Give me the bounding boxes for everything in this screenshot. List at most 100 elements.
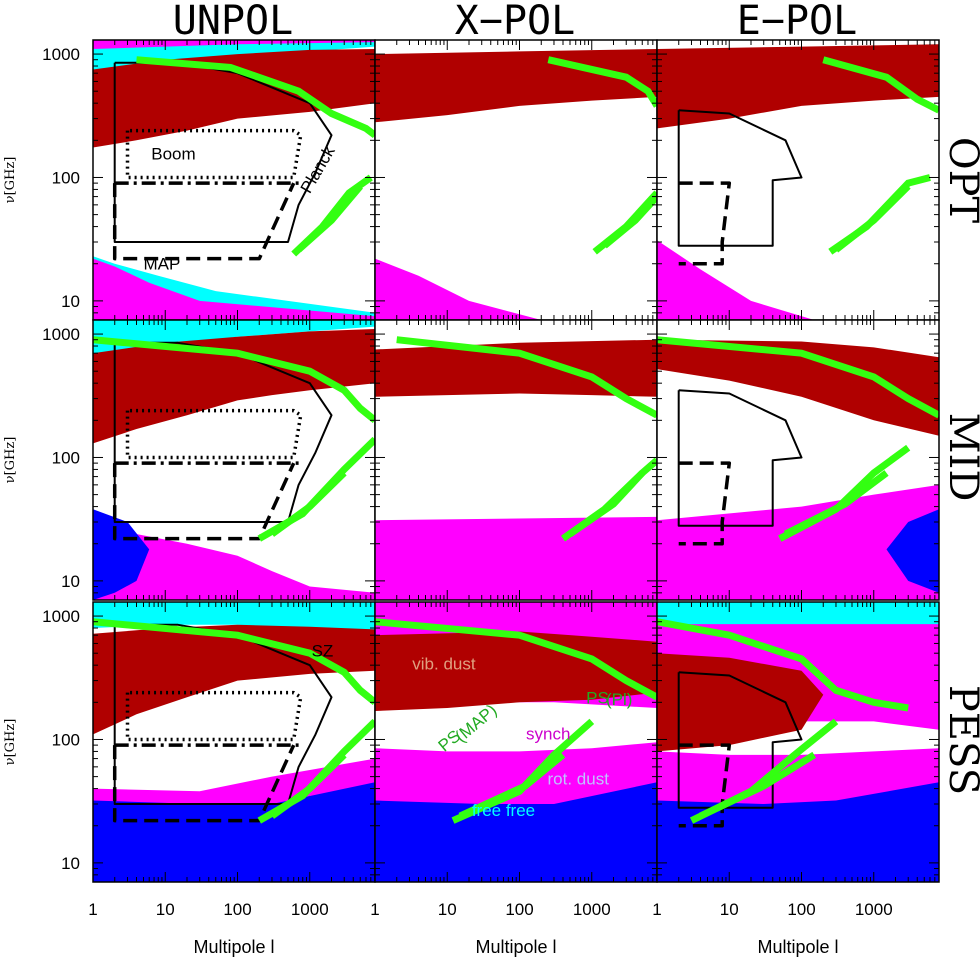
y-tick-label: 10 [61, 292, 80, 311]
point-source-curve [93, 336, 375, 424]
point-source-curve [93, 618, 375, 706]
annotation-label: rot. dust [548, 770, 610, 789]
row-title-opt: OPT [940, 137, 980, 224]
experiment-outline-dashed [112, 744, 296, 823]
point-source-curve [602, 194, 657, 249]
x-tick-label: 1 [88, 900, 97, 919]
col-title-unpol: UNPOL [173, 0, 293, 44]
experiment-outline-solid [677, 109, 803, 247]
panel-mid-0 [93, 320, 375, 600]
panels [92, 39, 940, 883]
x-tick-label: 1 [652, 900, 661, 919]
y-tick-label: 100 [52, 168, 80, 187]
point-source-curve [822, 56, 939, 114]
y-axis-label: ν[GHz] [3, 157, 18, 204]
foreground-region-magenta [657, 484, 939, 600]
experiment-outline-dotted [125, 690, 303, 742]
point-source-curve [657, 618, 909, 712]
x-tick-label: 1000 [573, 900, 611, 919]
foreground-region-vibdust [375, 631, 657, 711]
row-title-mid: MID [940, 413, 980, 502]
foreground-region-rotdust [93, 782, 375, 882]
panel-pess-2 [657, 602, 939, 882]
foreground-region-vibdust [657, 339, 939, 436]
panel-pess-0 [93, 602, 375, 882]
annotation-label: (Pl) [606, 690, 632, 709]
foreground-region-cyan [657, 602, 939, 625]
point-source-curve [296, 183, 363, 253]
annotation-label: vib. dust [412, 654, 476, 673]
panel-pess-1 [375, 602, 657, 882]
col-title-epol: E−POL [737, 0, 857, 44]
point-source-curve [269, 752, 347, 819]
panel-mid-1 [375, 320, 657, 600]
panel-opt-2 [657, 40, 939, 320]
panel-ticks [92, 602, 376, 883]
experiment-outline-solid [677, 389, 803, 527]
x-axis-label: Multipole l [193, 937, 274, 957]
foreground-region-white [375, 702, 657, 752]
column-titles: UNPOL X−POL E−POL [173, 0, 857, 44]
x-tick-label: 100 [505, 900, 533, 919]
point-source-curve [833, 183, 911, 253]
x-tick-label: 10 [720, 900, 739, 919]
point-source-curve [396, 336, 657, 419]
point-source-curve [375, 618, 657, 701]
panel-opt-1 [375, 40, 657, 320]
foreground-region-rotdust [886, 509, 939, 593]
annotation-label: SZ [312, 642, 334, 661]
annotation-label: synch [526, 724, 570, 743]
point-source-curve [783, 470, 889, 538]
row-titles: OPT MID PESS [940, 137, 980, 795]
foreground-region-vibdust [657, 44, 939, 129]
foreground-region-magenta [375, 516, 657, 600]
foreground-region-vibdust [657, 653, 824, 752]
experiment-outline-dotted [125, 128, 303, 180]
panel-frame [656, 319, 940, 601]
point-source-curve [458, 752, 566, 820]
annotation-label: PS [586, 689, 609, 708]
foreground-region-rotdust [375, 782, 657, 882]
y-axis-label: ν[GHz] [3, 437, 18, 484]
x-tick-label: 10 [438, 900, 457, 919]
x-tick-label: 100 [787, 900, 815, 919]
y-tick-label: 100 [52, 448, 80, 467]
annotation-label: Boom [151, 144, 195, 163]
experiment-outline-dashed [112, 462, 296, 541]
point-source-curve [568, 470, 645, 537]
point-source-curve [547, 56, 657, 108]
x-tick-label: 100 [223, 900, 251, 919]
y-tick-label: 10 [61, 572, 80, 591]
x-tick-label: 1000 [855, 900, 893, 919]
panel-opt-0 [93, 40, 375, 320]
point-source-curve [269, 470, 347, 537]
x-tick-label: 1000 [291, 900, 329, 919]
annotation-label: MAP [144, 254, 181, 273]
experiment-outline-dashed [678, 181, 732, 266]
y-tick-label: 10 [61, 854, 80, 873]
y-tick-label: 1000 [42, 607, 80, 626]
point-source-curve [657, 336, 939, 419]
experiment-outline-dashed [112, 182, 296, 261]
x-axis-label: Multipole l [475, 937, 556, 957]
col-title-xpol: X−POL [455, 0, 575, 44]
foreground-region-magenta [657, 240, 815, 320]
foreground-region-magenta [375, 258, 542, 320]
foreground-region-magenta [93, 40, 375, 49]
axes-text: 10 100 1000 ν[GHz] 10 100 1000 ν[GHz] 10 100 1000 ν… [3, 45, 893, 957]
foreground-region-magenta [93, 525, 375, 600]
panel-ticks [656, 320, 940, 601]
point-source-curve [698, 751, 817, 820]
y-tick-label: 1000 [42, 45, 80, 64]
foreground-region-rotdust [93, 509, 150, 600]
x-axis-label: Multipole l [757, 937, 838, 957]
foreground-region-vibdust [93, 49, 375, 148]
panel-frame [656, 601, 940, 883]
experiment-outline-solid [677, 671, 803, 809]
annotation-label: free free [472, 801, 535, 820]
foreground-region-vibdust [375, 339, 657, 397]
y-axis-label: ν[GHz] [3, 719, 18, 766]
experiment-outline-dashed [678, 461, 732, 546]
point-source-curve [136, 56, 375, 138]
